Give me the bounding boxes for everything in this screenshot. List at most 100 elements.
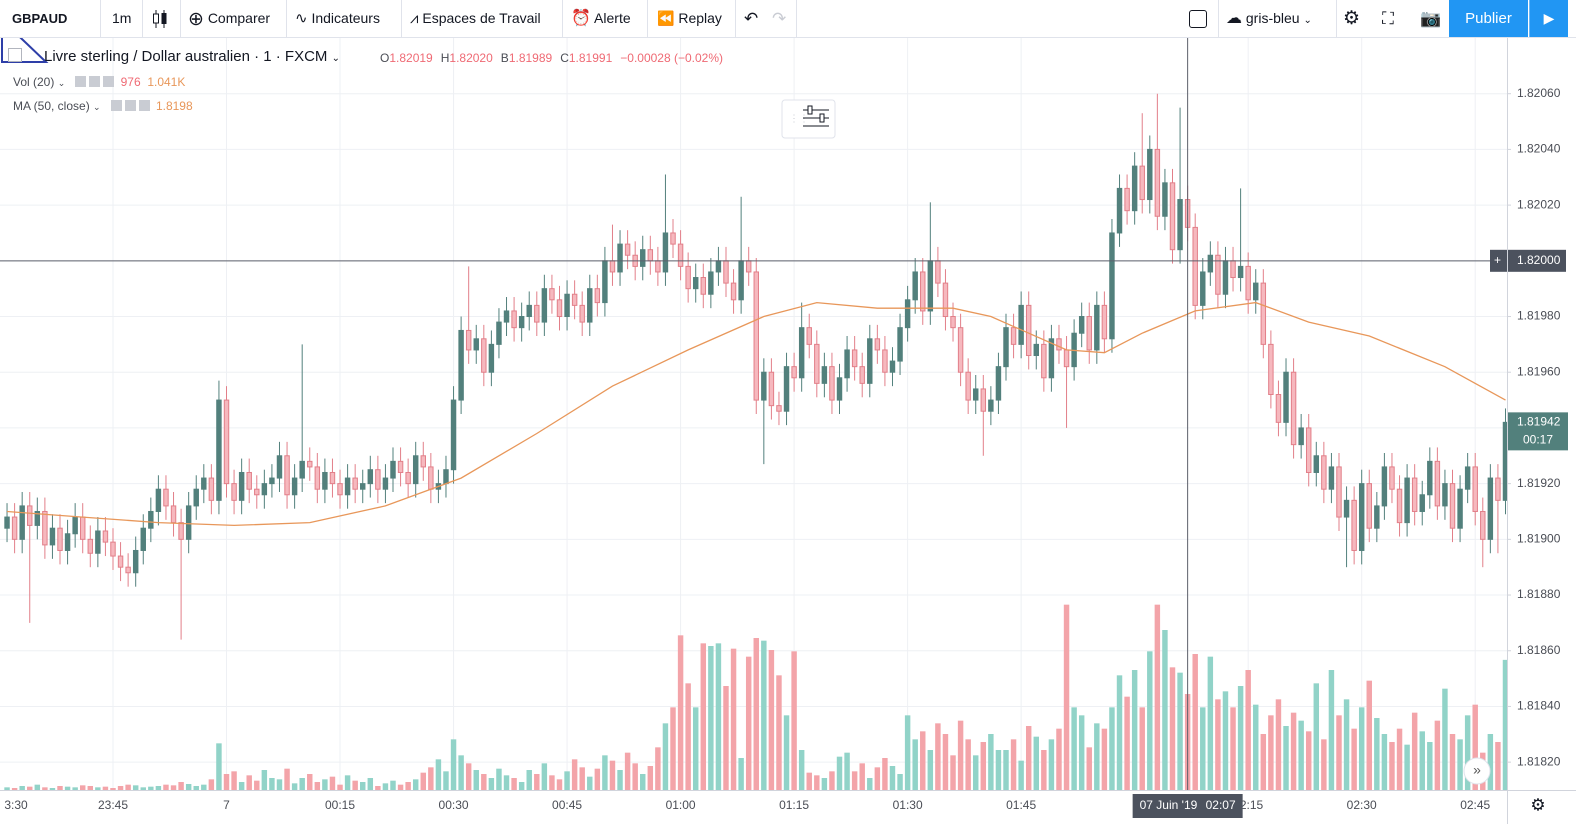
chart-style-icon[interactable]: [150, 8, 170, 30]
snapshot-button[interactable]: 📷: [1420, 9, 1442, 28]
volume-bar: [496, 768, 502, 790]
ohlc-key: H: [440, 51, 450, 65]
layout-button[interactable]: [1189, 10, 1207, 28]
workspaces-button[interactable]: ⩘ Espaces de Travail: [410, 10, 541, 27]
candle-body: [541, 288, 548, 323]
volume-bar: [4, 787, 10, 790]
volume-bar: [1358, 707, 1365, 790]
volume-bar: [420, 772, 426, 790]
volume-bar: [125, 784, 131, 790]
candle-body: [829, 366, 835, 401]
alert-label: Alerte: [594, 10, 631, 26]
candle-body: [1056, 338, 1062, 351]
candle-body: [496, 321, 502, 345]
scroll-right-button[interactable]: »: [1463, 757, 1491, 785]
volume-bar: [299, 778, 305, 790]
volume-bar: [117, 786, 124, 790]
volume-bar: [708, 646, 714, 790]
candle-body: [193, 488, 199, 507]
candle-body: [549, 288, 555, 301]
candle-body: [927, 260, 934, 312]
volume-bar: [503, 775, 510, 790]
candle-body: [806, 327, 812, 345]
indicators-button[interactable]: ∿ Indicateurs: [295, 10, 380, 27]
volume-bar: [715, 643, 722, 790]
volume-bar: [541, 763, 548, 790]
volume-bar: [155, 786, 162, 790]
volume-bar: [178, 782, 184, 790]
candle-body: [57, 527, 63, 551]
candle-body: [624, 243, 631, 256]
ohlc-value: 1.81991: [568, 51, 613, 65]
settings-button[interactable]: ⚙: [1343, 8, 1361, 29]
candle-body: [594, 288, 601, 304]
candle-body: [231, 483, 237, 501]
volume-bar: [1048, 739, 1055, 790]
candle-body: [753, 271, 759, 401]
x-tick-label: 7: [223, 798, 230, 812]
candle-body: [1124, 187, 1130, 212]
volume-bar: [465, 763, 472, 790]
volume-bar: [670, 707, 676, 790]
undo-button[interactable]: ↶: [744, 9, 759, 28]
candle-body: [692, 277, 699, 290]
symbol[interactable]: GBPAUD: [12, 11, 68, 26]
candle-body: [1010, 327, 1017, 345]
volume-bar: [140, 787, 146, 790]
candle-body: [344, 477, 351, 496]
volume-bar: [1162, 630, 1168, 790]
candle-body: [1207, 254, 1214, 273]
candle-body: [329, 471, 336, 485]
candle-body: [1063, 349, 1070, 368]
volume-bar: [942, 734, 949, 790]
redo-button[interactable]: ↷: [772, 9, 787, 28]
volume-bar: [511, 778, 517, 790]
x-tick-label: 01:45: [1006, 798, 1036, 812]
candle-body: [1283, 371, 1289, 423]
candle-body: [1449, 483, 1456, 529]
fullscreen-button[interactable]: ⛶: [1382, 9, 1394, 28]
candle-body: [465, 329, 472, 351]
toolbar-float[interactable]: ⋮⋮: [781, 99, 836, 139]
play-button[interactable]: ▶: [1529, 0, 1568, 37]
volume-bar: [1071, 707, 1077, 790]
candle-body: [1260, 282, 1267, 345]
candle-body: [1457, 488, 1463, 529]
volume-bar: [1427, 742, 1433, 790]
volume-bar: [571, 759, 578, 790]
theme-button[interactable]: ☁ gris-bleu ⌄: [1226, 10, 1312, 27]
candle-body: [836, 377, 843, 401]
publish-button[interactable]: Publier: [1449, 0, 1528, 37]
interval[interactable]: 1m: [112, 10, 132, 26]
volume-bar: [1495, 742, 1501, 790]
volume-bar: [632, 763, 638, 790]
candle-body: [708, 271, 714, 295]
candle-body: [942, 282, 949, 318]
replay-button[interactable]: ⏪ Replay: [657, 10, 722, 26]
candle-body: [1109, 232, 1115, 340]
user-drawing[interactable]: [1, 17, 49, 63]
candle-body: [1434, 460, 1441, 507]
last-price-box: [1508, 412, 1568, 451]
candle-body: [450, 399, 457, 471]
candle-body: [1003, 327, 1009, 368]
volume-bar: [337, 784, 343, 790]
volume-bar: [662, 723, 669, 790]
volume-bar: [254, 780, 260, 790]
volume-bar: [208, 779, 215, 790]
candle-body: [148, 510, 154, 529]
volume-bar: [1056, 728, 1062, 790]
candle-body: [904, 299, 911, 329]
candle-body: [238, 471, 245, 501]
volume-bar: [1487, 734, 1494, 790]
compare-button[interactable]: ⊕ Comparer: [188, 9, 271, 30]
candle-body: [405, 471, 411, 485]
axis-settings[interactable]: ⚙: [1530, 795, 1545, 814]
alert-button[interactable]: ⏰ Alerte: [571, 10, 631, 27]
collapse-button[interactable]: [8, 48, 22, 62]
volume-bar: [844, 752, 850, 790]
candle-body: [768, 371, 775, 407]
candle-body: [776, 405, 782, 412]
volume-bar: [761, 640, 767, 790]
toolbar: GBPAUD 1m ⊕ Comparer ∿ Indicateurs ⩘ Esp…: [0, 0, 1576, 38]
